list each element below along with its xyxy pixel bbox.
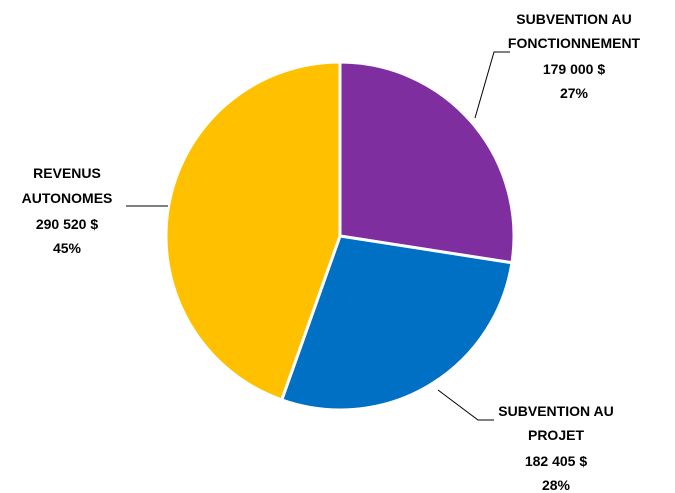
- label-name-line-1: SUBVENTION AU: [516, 11, 631, 27]
- label-amount: 179 000 $: [543, 61, 605, 77]
- data-label-subvention-projet: SUBVENTION AU PROJET 182 405 $ 28%: [498, 403, 613, 493]
- pie-slice-revenus-autonomes: [164, 60, 342, 402]
- leader-line-subvention-fonctionnement: [474, 51, 510, 119]
- pie-slices: [164, 60, 516, 412]
- data-label-revenus-autonomes: REVENUS AUTONOMES 290 520 $ 45%: [22, 165, 113, 256]
- label-amount: 182 405 $: [525, 453, 587, 469]
- label-percent: 45%: [53, 240, 82, 256]
- label-name-line-1: SUBVENTION AU: [498, 403, 613, 419]
- label-amount: 290 520 $: [36, 216, 98, 232]
- pie-slice-subvention-projet: [279, 234, 514, 412]
- label-name-line-2: AUTONOMES: [22, 190, 113, 206]
- label-name-line-1: REVENUS: [33, 165, 101, 181]
- data-label-subvention-fonctionnement: SUBVENTION AU FONCTIONNEMENT 179 000 $ 2…: [508, 11, 641, 101]
- label-percent: 28%: [542, 477, 571, 493]
- pie-slice-subvention-fonctionnement: [338, 60, 516, 265]
- label-name-line-2: FONCTIONNEMENT: [508, 35, 641, 51]
- label-name-line-2: PROJET: [528, 427, 584, 443]
- leader-line-subvention-projet: [437, 389, 494, 421]
- leader-lines: [126, 51, 510, 421]
- label-percent: 27%: [560, 85, 589, 101]
